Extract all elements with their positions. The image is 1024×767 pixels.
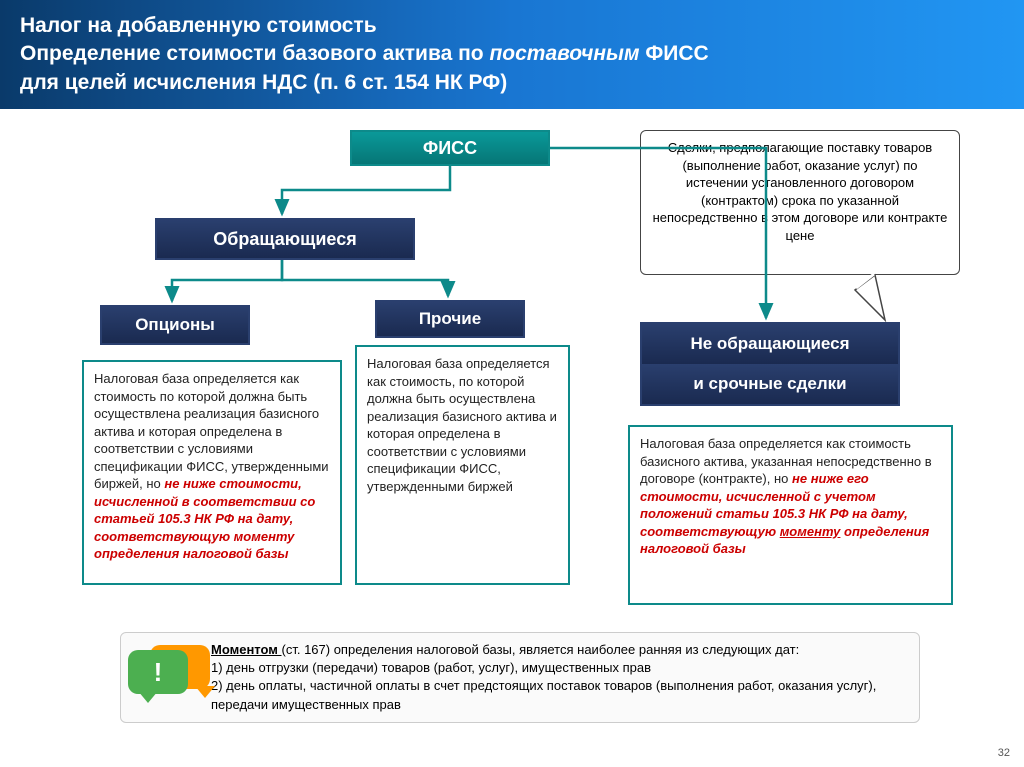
bubble-green-tail	[138, 691, 158, 703]
exclamation-icon: !	[154, 657, 163, 688]
node-noncirculating-1: Не обращающиеся	[640, 322, 900, 364]
textbox-other: Налоговая база определяется как стоимост…	[355, 345, 570, 585]
node-noncirculating-2: и срочные сделки	[640, 364, 900, 406]
callout-definition: Сделки, предполагающие поставку товаров …	[640, 130, 960, 275]
node-other: Прочие	[375, 300, 525, 338]
textbox-noncirculating: Налоговая база определяется как стоимост…	[628, 425, 953, 605]
page-number: 32	[998, 747, 1010, 759]
node-circulating: Обращающиеся	[155, 218, 415, 260]
slide-header: Налог на добавленную стоимость Определен…	[0, 0, 1024, 109]
header-line2: Определение стоимости базового актива по…	[20, 40, 1004, 68]
header-line3: для целей исчисления НДС (п. 6 ст. 154 Н…	[20, 69, 1004, 97]
bubble-orange-tail	[195, 686, 215, 698]
node-options: Опционы	[100, 305, 250, 345]
node-fiss: ФИСС	[350, 130, 550, 166]
bubble-green: !	[128, 650, 188, 694]
textbox-options: Налоговая база определяется как стоимост…	[82, 360, 342, 585]
header-line1: Налог на добавленную стоимость	[20, 12, 1004, 40]
footnote-moment: Моментом (ст. 167) определения налоговой…	[120, 632, 920, 723]
